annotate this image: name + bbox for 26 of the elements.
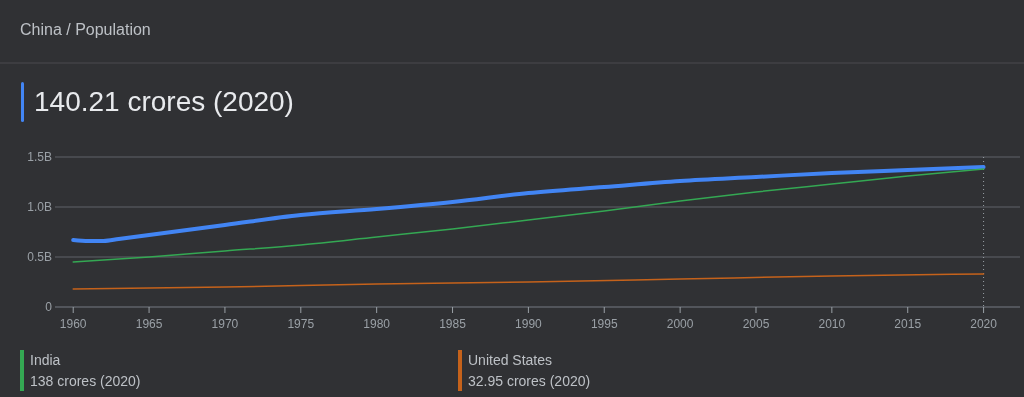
x-tick-label: 1975 [287, 317, 315, 331]
x-tick-label: 1965 [135, 317, 163, 331]
line-series [72, 168, 985, 263]
x-tick-label: 2010 [818, 317, 846, 331]
x-tick-label: 1980 [363, 317, 391, 331]
y-tick-label: 1.5B [27, 150, 52, 164]
x-tick-label: 1995 [590, 317, 618, 331]
x-tick-label: 1990 [515, 317, 543, 331]
text: 32.95 crores (2020) [468, 373, 591, 389]
legend-label: India [30, 352, 61, 368]
text: 138 crores (2020) [30, 373, 141, 389]
x-tick-label: 1960 [59, 317, 87, 331]
x-tick-label: 2020 [970, 317, 998, 331]
y-tick-label: 0.5B [27, 250, 52, 264]
chart-subtitle: 140.21 crores (2020) [34, 86, 294, 117]
x-tick-label: 2015 [894, 317, 922, 331]
legend-label: United States [468, 352, 553, 368]
x-tick-label: 2005 [742, 317, 770, 331]
line-series [72, 273, 985, 290]
y-tick-label: 0 [45, 300, 53, 314]
y-tick-label: 1.0B [27, 200, 52, 214]
x-tick-label: 1985 [439, 317, 467, 331]
line-series [71, 165, 986, 243]
x-tick-label: 1970 [211, 317, 239, 331]
x-tick-label: 2000 [666, 317, 694, 331]
chart-title: China / Population [20, 21, 151, 38]
